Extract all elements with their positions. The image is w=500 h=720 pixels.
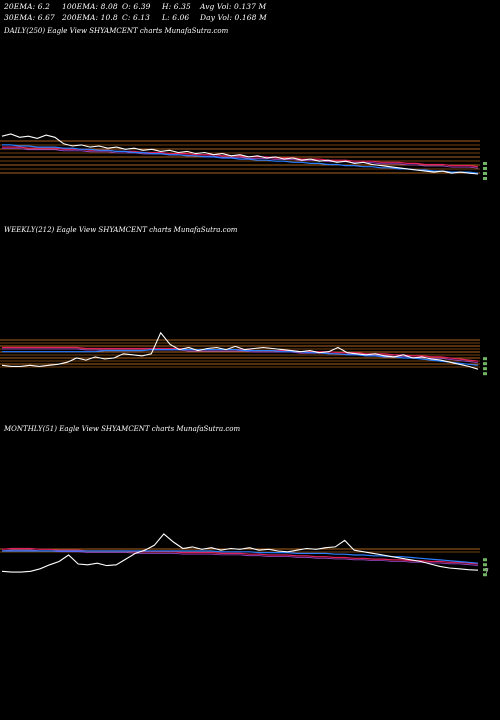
monthly-panel-title: MONTHLY(51) Eagle View SHYAMCENT charts …: [4, 425, 241, 433]
high-value: H: 6.35: [162, 2, 191, 11]
ema-violet-series-line: [2, 148, 479, 169]
ema20-value: 20EMA: 6.2: [4, 2, 50, 11]
day-vol-value: Day Vol: 0.168 M: [200, 13, 267, 22]
price-level-marker: [483, 568, 487, 572]
ema30-value: 30EMA: 6.67: [4, 13, 55, 22]
price-level-marker: [483, 357, 487, 361]
daily-chart: [0, 133, 487, 180]
open-value: O: 6.39: [122, 2, 151, 11]
avg-vol-value: Avg Vol: 0.137 M: [200, 2, 267, 11]
price-level-marker: [483, 162, 487, 165]
low-value: L: 6.06: [162, 13, 190, 22]
price-level-marker: [483, 563, 487, 567]
right-axis-label: 7: [485, 568, 489, 575]
price-series-line: [1, 533, 479, 573]
ema_blue-series-line: [2, 349, 479, 366]
price-level-marker: [483, 367, 487, 371]
monthly-chart: 7: [0, 533, 489, 577]
ema200-value: 200EMA: 10.8: [62, 13, 118, 22]
close-value: C: 6.13: [122, 13, 151, 22]
ema_blue-series-line: [2, 550, 479, 564]
daily-panel-title: DAILY(250) Eagle View SHYAMCENT charts M…: [4, 27, 229, 35]
price-level-marker: [483, 573, 487, 577]
weekly-chart: [0, 331, 487, 376]
price-series-line: [1, 331, 479, 370]
weekly-panel-title: WEEKLY(212) Eagle View SHYAMCENT charts …: [4, 226, 238, 234]
price-series-line: [1, 133, 479, 175]
ema_blue-series-line: [2, 144, 479, 174]
price-level-marker: [483, 177, 487, 180]
price-level-marker: [483, 172, 487, 175]
price-level-marker: [483, 372, 487, 376]
price-level-marker: [483, 167, 487, 170]
price-level-marker: [483, 558, 487, 562]
price-level-marker: [483, 362, 487, 366]
ema-violet-series-line: [1, 549, 479, 566]
ema100-value: 100EMA: 8.08: [62, 2, 118, 11]
